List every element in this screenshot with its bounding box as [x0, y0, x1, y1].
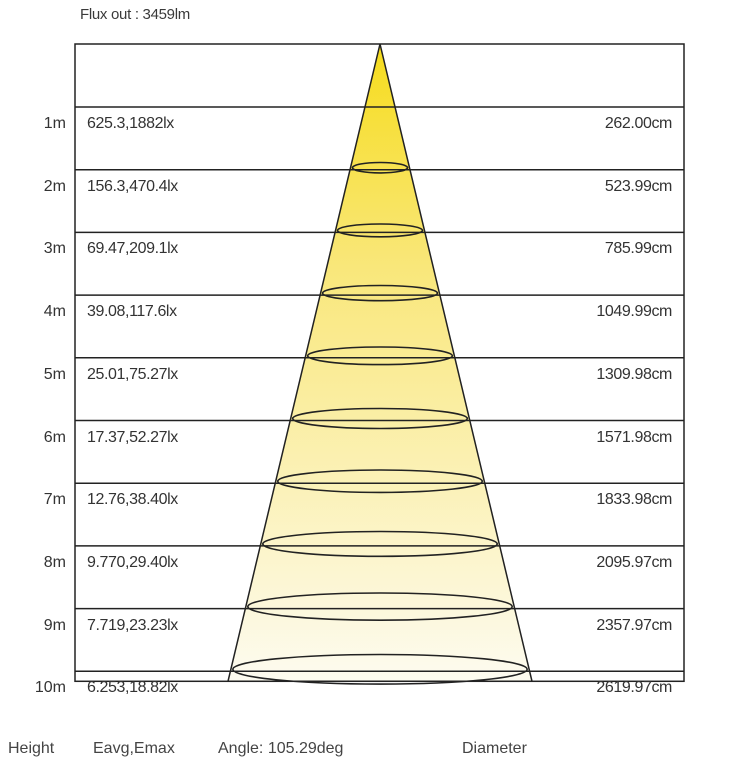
row-height-label: 5m: [43, 365, 66, 383]
beam-cross-section-ellipse: [261, 530, 499, 558]
row-eavg-emax-value: 625.3,1882lx: [87, 115, 174, 132]
diameter-column-header: Diameter: [462, 740, 527, 757]
row-eavg-emax-value: 25.01,75.27lx: [87, 365, 178, 383]
beam-cross-section-ellipse: [306, 346, 454, 366]
beam-cross-section-ellipse: [321, 284, 439, 302]
beam-angle-label: Angle: 105.29deg: [218, 740, 344, 757]
beam-cross-section-ellipse: [276, 469, 484, 494]
light-beam-cone: [227, 43, 533, 683]
row-diameter-value: 2619.97cm: [596, 679, 672, 697]
beam-cross-section-ellipse: [232, 653, 528, 685]
beam-cross-section-ellipse: [291, 407, 469, 430]
row-diameter-value: 1571.98cm: [596, 428, 672, 446]
row-diameter-value: 1049.99cm: [596, 303, 672, 321]
row-height-label: 3m: [43, 240, 66, 258]
eavg-emax-column-header: Eavg,Emax: [93, 740, 175, 757]
row-height-label: 1m: [43, 115, 66, 132]
row-eavg-emax-value: 156.3,470.4lx: [87, 177, 178, 195]
diagram-frame: [74, 43, 685, 683]
row-height-label: 10m: [34, 679, 66, 697]
row-diameter-value: 785.99cm: [604, 240, 672, 258]
beam-cross-section-ellipse: [247, 592, 513, 622]
row-height-label: 8m: [43, 553, 66, 571]
row-height-label: 9m: [43, 616, 66, 634]
beam-cross-section-ellipse: [351, 161, 409, 174]
row-diameter-value: 1833.98cm: [596, 491, 672, 509]
flux-out-title: Flux out : 3459lm: [80, 6, 190, 23]
row-eavg-emax-value: 17.37,52.27lx: [87, 428, 178, 446]
row-eavg-emax-value: 39.08,117.6lx: [87, 303, 177, 321]
row-eavg-emax-value: 12.76,38.40lx: [87, 491, 178, 509]
row-eavg-emax-value: 69.47,209.1lx: [87, 240, 178, 258]
row-eavg-emax-value: 6.253,18.82lx: [87, 679, 178, 697]
row-height-label: 6m: [43, 428, 66, 446]
row-diameter-value: 262.00cm: [604, 115, 672, 132]
row-height-label: 7m: [43, 491, 66, 509]
row-diameter-value: 523.99cm: [604, 177, 672, 195]
row-height-label: 2m: [43, 177, 66, 195]
row-diameter-value: 2357.97cm: [596, 616, 672, 634]
row-diameter-value: 1309.98cm: [596, 365, 672, 383]
row-eavg-emax-value: 7.719,23.23lx: [87, 616, 178, 634]
row-eavg-emax-value: 9.770,29.40lx: [87, 553, 178, 571]
beam-cross-section-ellipse: [336, 223, 424, 238]
row-height-label: 4m: [43, 303, 66, 321]
height-column-header: Height: [8, 740, 55, 757]
row-diameter-value: 2095.97cm: [596, 553, 672, 571]
